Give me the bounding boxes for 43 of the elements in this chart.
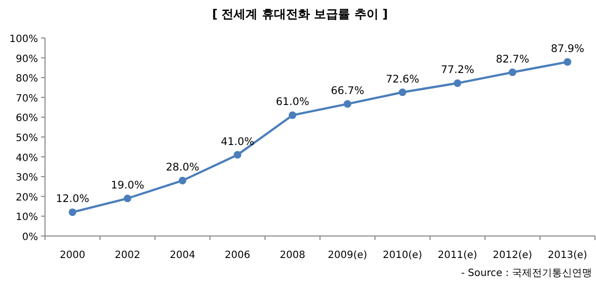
y-tick-label: 40% [16, 152, 38, 164]
data-label: 61.0% [276, 96, 310, 108]
x-tick-label: 2012(e) [492, 250, 532, 261]
y-tick-label: 20% [16, 192, 38, 204]
y-tick-label: 10% [16, 212, 38, 224]
x-tick-label: 2011(e) [438, 250, 478, 261]
y-tick-label: 30% [16, 172, 38, 184]
y-tick-label: 70% [16, 93, 38, 104]
x-tick-label: 2000 [60, 250, 86, 261]
data-label: 19.0% [110, 179, 144, 192]
data-label: 28.0% [166, 162, 200, 174]
x-tick-label: 2002 [114, 250, 140, 261]
data-label: 87.9% [550, 42, 584, 55]
x-tick-label: 2013(e) [548, 250, 588, 261]
y-tick-label: 80% [16, 74, 38, 85]
point [508, 68, 516, 76]
data-label: 66.7% [330, 84, 364, 97]
y-tick-label: 50% [16, 133, 38, 144]
data-label: 77.2% [440, 64, 474, 76]
text: - Source : 국제전기통신연맹 [461, 268, 592, 279]
x-tick-label: 2006 [224, 250, 250, 261]
title: [ 전세계 휴대전화 보급률 추이 ] [212, 7, 388, 21]
point [124, 194, 132, 202]
point [344, 100, 352, 108]
data-label: 72.6% [386, 73, 420, 86]
point [288, 111, 296, 120]
point [178, 176, 186, 184]
point [234, 151, 242, 159]
y-tick-label: 60% [16, 113, 38, 124]
y-tick-label: 100% [9, 34, 38, 45]
x-tick-label: 2008 [280, 250, 306, 261]
point [564, 58, 572, 66]
y-tick-label: 90% [16, 54, 38, 65]
data-label: 12.0% [56, 193, 90, 206]
point [454, 79, 462, 87]
data-label: 82.7% [496, 53, 530, 66]
x-tick-label: 2010(e) [382, 250, 422, 261]
y-tick-label: 0% [22, 232, 38, 243]
point [68, 208, 76, 216]
data-label: 41.0% [220, 136, 254, 148]
x-tick-label: 2004 [170, 250, 196, 261]
x-tick-label: 2009(e) [328, 250, 368, 261]
point [398, 88, 406, 96]
